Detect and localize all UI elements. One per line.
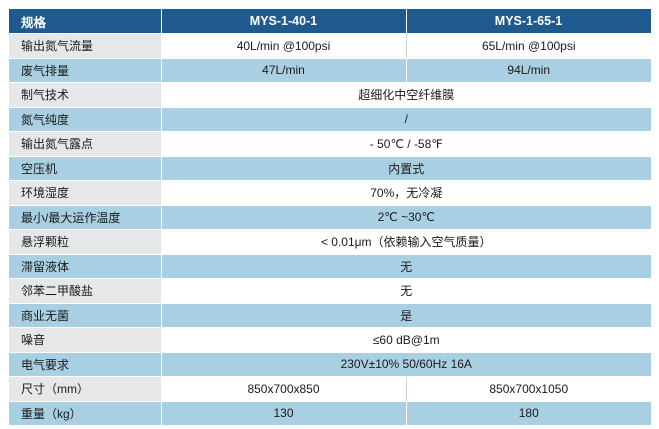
table-row: 输出氮气露点 - 50℃ / -58℉ [9,131,651,157]
row-value-shared: 是 [161,303,651,328]
row-value-model-a: 850x700x850 [161,376,407,402]
row-value-shared: 无 [161,254,651,279]
table-header-row: 规格 MYS-1-40-1 MYS-1-65-1 [9,9,652,34]
table-row: 滞留液体无 [9,254,651,279]
row-value-model-b: 180 [406,401,651,426]
table-row: 电气要求 230V±10% 50/60Hz 16A [9,352,651,377]
table-row: 废气排量 47L/min 94L/min [9,58,651,83]
row-label: 废气排量 [9,58,162,83]
spec-table-container: 规格 MYS-1-40-1 MYS-1-65-1 输出氮气流量 40L/min @… [9,9,652,426]
table-row: 重量（kg） 130 180 [9,401,651,426]
table-row: 邻苯二甲酸盐无 [9,278,651,304]
row-label: 氮气纯度 [9,107,162,132]
row-label: 电气要求 [9,352,162,377]
row-value-model-b: 65L/min @100psi [406,33,651,59]
table-row: 尺寸（mm） 850x700x850 850x700x1050 [9,376,651,402]
table-row: 环境湿度 70%，无冷凝 [9,180,651,206]
header-model-b: MYS-1-65-1 [406,9,652,34]
header-model-a: MYS-1-40-1 [161,9,407,34]
row-label: 制气技术 [9,82,162,108]
row-label: 输出氮气露点 [9,131,162,157]
row-value-model-b: 94L/min [406,58,651,83]
row-value-shared: < 0.01μm（依赖输入空气质量） [161,229,651,255]
row-value-model-a: 130 [161,401,407,426]
row-value-shared: 230V±10% 50/60Hz 16A [161,352,651,377]
row-label: 滞留液体 [9,254,162,279]
row-value-shared: - 50℃ / -58℉ [161,131,651,157]
table-row: 噪音 ≤60 dB@1m [9,327,651,353]
table-row: 商业无菌是 [9,303,651,328]
header-spec-label: 规格 [9,9,162,34]
row-label: 噪音 [9,327,162,353]
row-label: 商业无菌 [9,303,162,328]
row-value-shared: 2℃ ~30℃ [161,205,651,230]
row-label: 悬浮颗粒 [9,229,162,255]
table-row: 输出氮气流量 40L/min @100psi 65L/min @100psi [9,33,651,59]
row-value-model-a: 40L/min @100psi [161,33,407,59]
row-value-model-b: 850x700x1050 [406,376,651,402]
row-value-shared: ≤60 dB@1m [161,327,651,353]
table-row: 制气技术 超细化中空纤维膜 [9,82,651,108]
row-label: 空压机 [9,156,162,181]
row-label: 环境湿度 [9,180,162,206]
row-value-shared: 无 [161,278,651,304]
table-row: 氮气纯度 / [9,107,651,132]
row-value-shared: / [161,107,651,132]
row-label: 邻苯二甲酸盐 [9,278,162,304]
row-value-model-a: 47L/min [161,58,407,83]
row-label: 最小/最大运作温度 [9,205,162,230]
table-row: 空压机 内置式 [9,156,651,181]
row-label: 尺寸（mm） [9,376,162,402]
row-label: 重量（kg） [9,401,162,426]
row-label: 输出氮气流量 [9,33,162,59]
row-value-shared: 内置式 [161,156,651,181]
row-value-shared: 70%，无冷凝 [161,180,651,206]
table-row: 最小/最大运作温度 2℃ ~30℃ [9,205,651,230]
row-value-shared: 超细化中空纤维膜 [161,82,651,108]
table-row: 悬浮颗粒 < 0.01μm（依赖输入空气质量） [9,229,651,255]
spec-table: 规格 MYS-1-40-1 MYS-1-65-1 输出氮气流量 40L/min @… [9,9,652,426]
